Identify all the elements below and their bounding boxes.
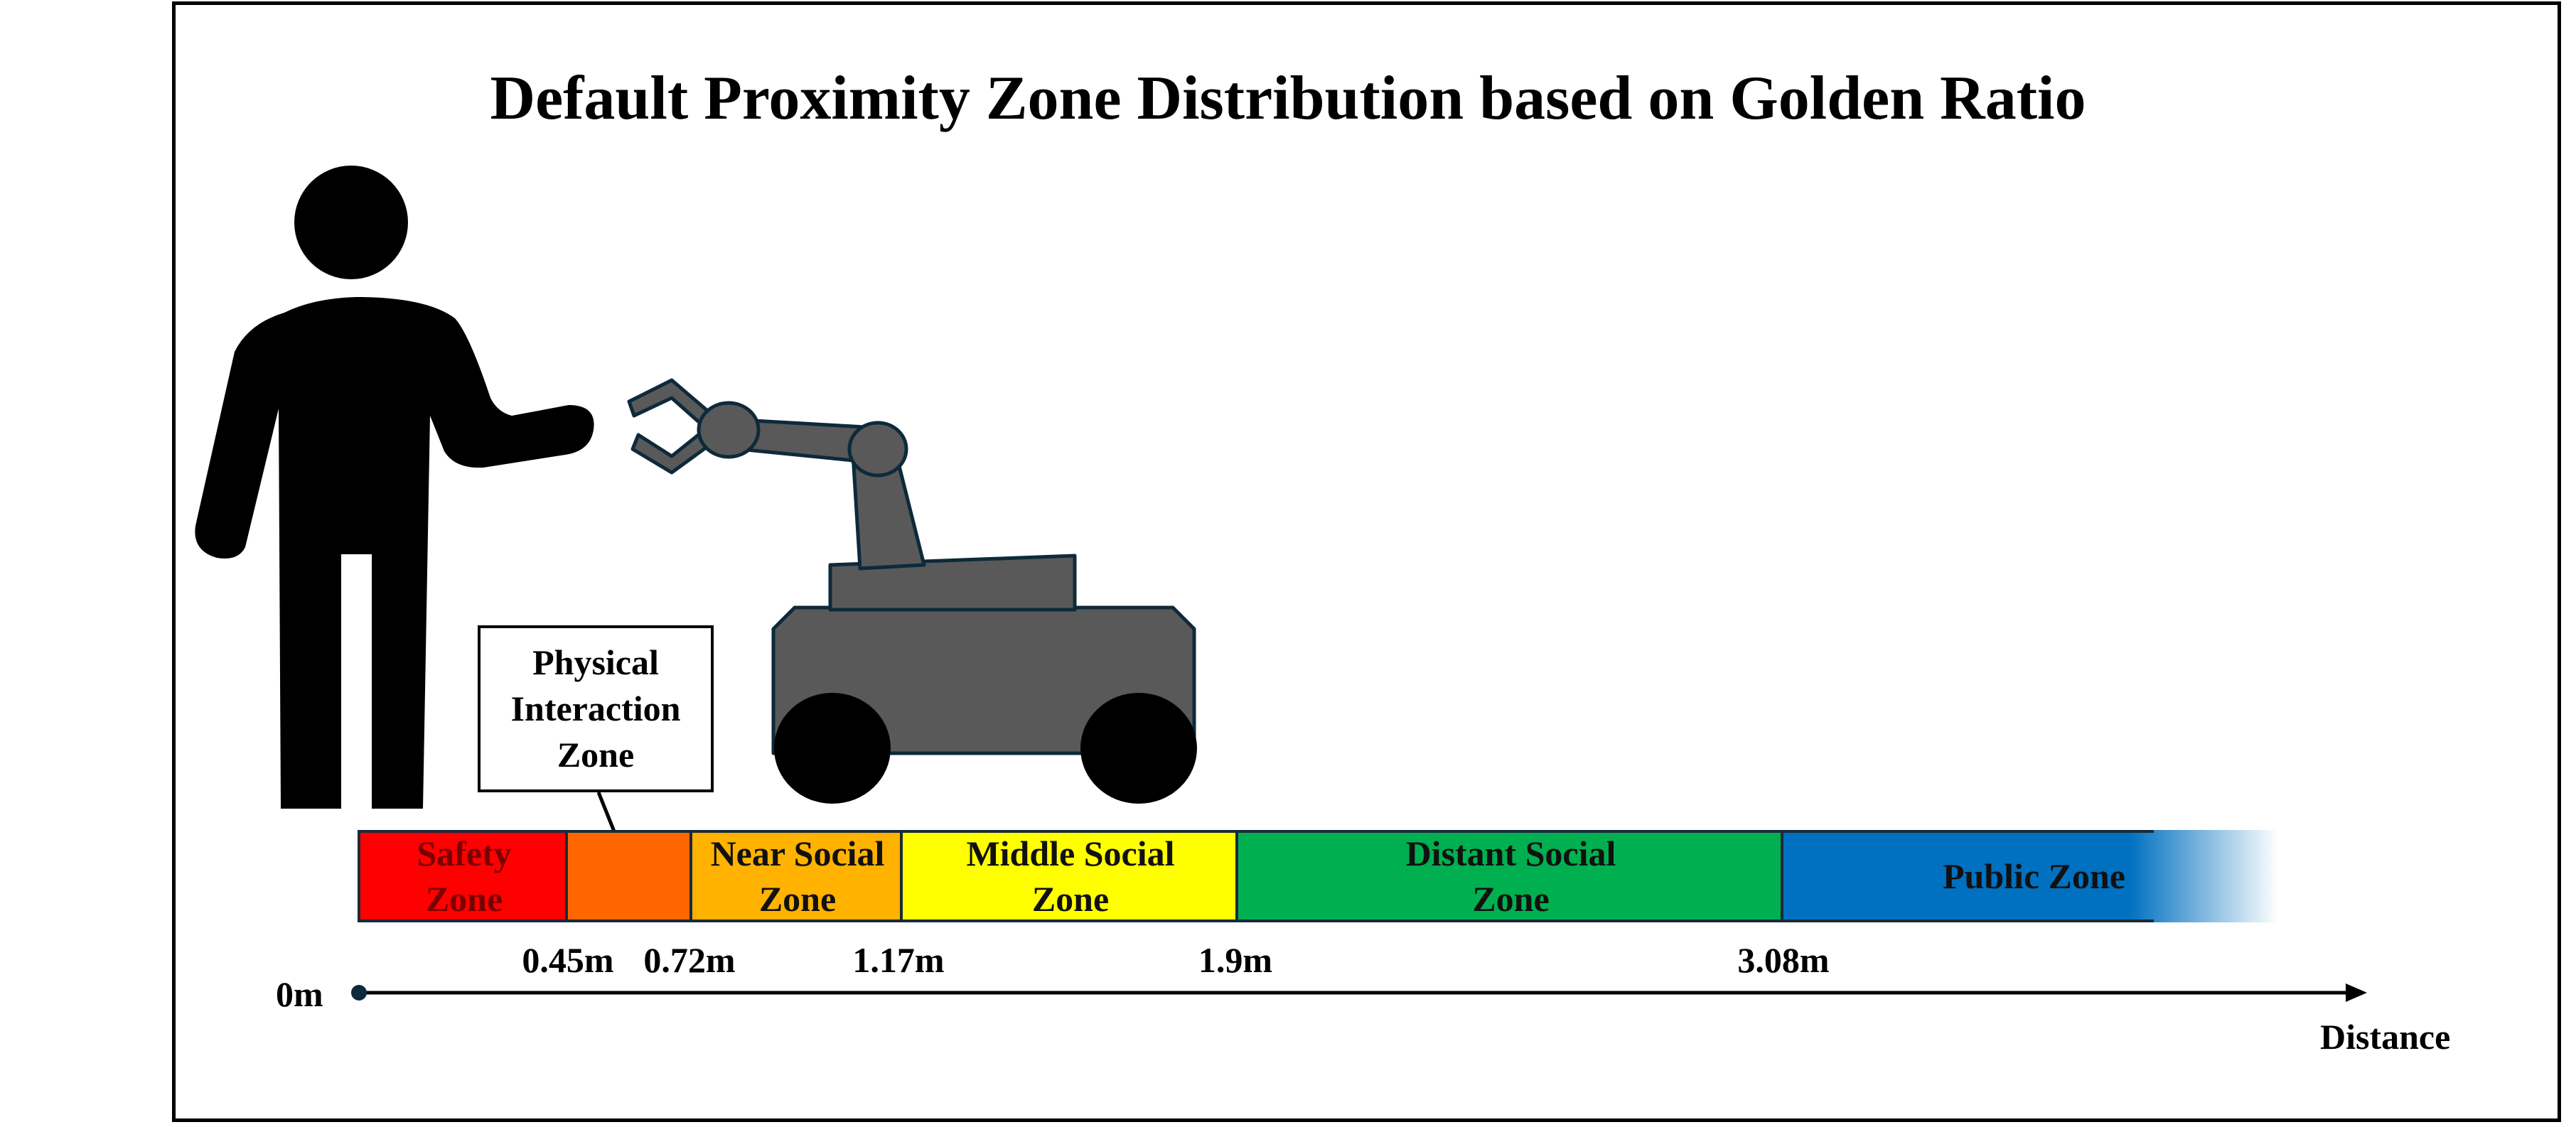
distant-social-zone-label: Distant Social Zone [1405,834,1616,919]
safety-zone: Safety Zone [358,830,568,922]
near-social-zone: Near Social Zone [689,830,903,922]
tick-label: 1.9m [1198,940,1273,980]
tick-label: 0.72m [643,940,736,980]
public-zone-label: Public Zone [1943,856,2125,896]
tick-label: 3.08m [1737,940,1830,980]
public-zone-fill [1781,830,2278,922]
distant-social-zone: Distant Social Zone [1235,830,1783,922]
tick-label: 0.45m [522,940,614,980]
figure-frame [172,1,2561,1122]
figure-title: Default Proximity Zone Distribution base… [490,64,2086,133]
axis-title: Distance [2320,1017,2451,1057]
person-icon [195,166,594,809]
middle-social-zone: Middle Social Zone [900,830,1238,922]
callout-text: Physical Interaction Zone [510,642,681,775]
distance-axis-arrowhead [2346,983,2367,1002]
physical-interaction-callout: Physical Interaction Zone [478,625,714,792]
physical-interaction-zone [565,830,691,922]
mobile-manipulator-robot-icon [627,378,1197,804]
tick-label: 1.17m [852,940,945,980]
safety-zone-label: Safety Zone [417,834,512,919]
axis-origin-dot [351,985,367,1001]
public-zone: Public Zone [1781,830,2278,922]
middle-social-zone-label: Middle Social Zone [966,834,1175,919]
near-social-zone-label: Near Social Zone [710,834,885,919]
axis-origin-label: 0m [276,974,323,1014]
